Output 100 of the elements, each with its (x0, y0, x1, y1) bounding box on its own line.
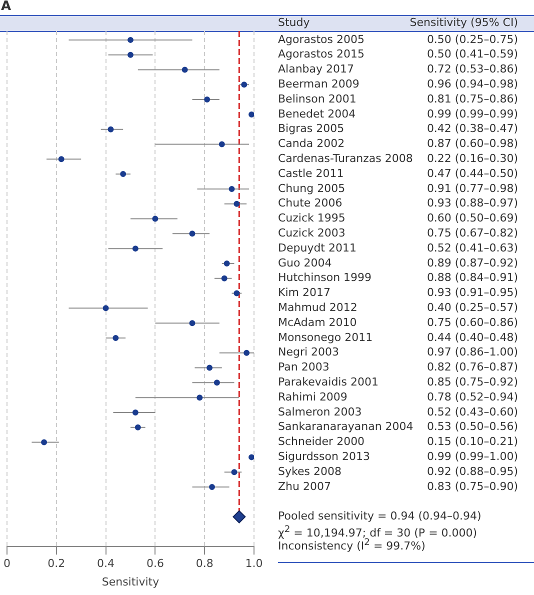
y-tick-label: McAdam 2010 (278, 316, 357, 329)
y-tick-label: Kim 2017 (278, 286, 330, 300)
y-tick-label: Belinson 2001 (278, 92, 356, 106)
point (218, 141, 225, 148)
y-tick-label: Bigras 2005 (278, 122, 344, 136)
y-tick-label: Depuydt 2011 (278, 241, 356, 254)
y-tick-label: Negri 2003 (278, 346, 340, 359)
data-label: 0.97 (0.86–1.00) (426, 346, 518, 359)
point (189, 230, 196, 237)
data-label: 0.50 (0.41–0.59) (426, 48, 518, 61)
y-tick-label: Sankaranarayanan 2004 (278, 420, 414, 434)
point (234, 290, 240, 296)
y-tick-label: Monsonego 2011 (278, 330, 373, 344)
point (102, 305, 109, 312)
y-tick-label: Sykes 2008 (278, 464, 342, 478)
data-label: 0.82 (0.76–0.87) (426, 360, 518, 374)
point (224, 260, 230, 266)
point (182, 66, 188, 73)
x-tick-label: 0.4 (97, 557, 115, 570)
data-label: 0.87 (0.60–0.98) (426, 137, 518, 150)
y-tick-label: Schneider 2000 (278, 435, 365, 448)
point (132, 246, 138, 252)
y-tick-label: Zhu 2007 (278, 480, 331, 493)
data-label: 0.47 (0.44–0.50) (426, 166, 518, 180)
y-tick-label: Chung 2005 (278, 182, 346, 195)
data-label: 0.83 (0.75–0.90) (426, 480, 518, 493)
y-tick-label: Canda 2002 (278, 137, 345, 150)
text: A (1, 0, 12, 14)
point (41, 439, 48, 446)
point (134, 424, 141, 430)
y-tick-label: Beerman 2009 (278, 78, 360, 91)
data-label: 0.75 (0.67–0.82) (426, 226, 518, 240)
point (244, 350, 250, 356)
point (232, 510, 246, 524)
point (248, 454, 254, 460)
data-label: 0.22 (0.16–0.30) (426, 152, 518, 166)
point (214, 380, 220, 386)
y-tick-label: Cuzick 1995 (278, 212, 346, 225)
point (234, 200, 240, 207)
y-tick-label: Agorastos 2005 (278, 32, 364, 46)
y-tick-label: Agorastos 2015 (278, 48, 364, 61)
y-tick-label: Cardenas-Turanzas 2008 (278, 152, 413, 166)
data-label: 0.42 (0.38–0.47) (426, 122, 518, 136)
point (132, 409, 138, 416)
y-tick-label: Benedet 2004 (278, 107, 356, 120)
x-axis-title: Sensitivity (102, 575, 160, 588)
point (112, 334, 119, 341)
data-label: 0.99 (0.99–0.99) (426, 107, 518, 120)
x-tick-label: 1.0 (245, 557, 263, 570)
y-tick-label: Alanbay 2017 (278, 62, 354, 76)
y-tick-label: Salmeron 2003 (278, 405, 362, 418)
data-label: 0.52 (0.41–0.63) (426, 241, 518, 254)
data-label: 0.44 (0.40–0.48) (426, 330, 518, 344)
point (196, 394, 203, 401)
data-label: 0.50 (0.25–0.75) (426, 32, 518, 46)
x-tick-label: 0 (4, 557, 10, 570)
point (128, 36, 134, 43)
data-label: 0.89 (0.87–0.92) (426, 256, 518, 270)
data-label: 0.72 (0.53–0.86) (426, 62, 518, 76)
y-tick-label: Mahmud 2012 (278, 301, 358, 314)
x-tick-label: 0.2 (48, 557, 66, 570)
y-tick-label: Hutchinson 1999 (278, 271, 372, 284)
point (58, 156, 64, 162)
data-label: 0.85 (0.75–0.92) (426, 376, 518, 389)
point (189, 320, 196, 326)
point (206, 364, 213, 371)
data-label: 0.60 (0.50–0.69) (426, 212, 518, 225)
data-label: 0.96 (0.94–0.98) (426, 78, 518, 91)
y-tick-label: Castle 2011 (278, 166, 344, 180)
point (152, 216, 158, 222)
data-label: 0.99 (0.99–1.00) (426, 450, 518, 464)
data-label: 0.15 (0.10–0.21) (426, 435, 518, 448)
y-tick-label: Guo 2004 (278, 256, 332, 270)
point (231, 469, 238, 476)
data-label: 0.75 (0.60–0.86) (426, 316, 518, 329)
data-label: 0.93 (0.91–0.95) (426, 286, 518, 300)
point (120, 171, 126, 178)
data-label: 0.81 (0.75–0.86) (426, 92, 518, 106)
point (128, 52, 134, 58)
point (228, 186, 235, 192)
data-label: 0.92 (0.88–0.95) (426, 464, 518, 478)
text: Sensitivity (95% CI) (410, 16, 518, 29)
x-tick-label: 0.6 (146, 557, 164, 570)
x-tick-label: 0.8 (196, 557, 214, 570)
data-label: 0.52 (0.43–0.60) (426, 405, 518, 418)
y-tick-label: Cuzick 2003 (278, 226, 346, 240)
y-tick-label: Pan 2003 (278, 360, 330, 374)
data-label: 0.78 (0.52–0.94) (426, 390, 518, 404)
y-tick-label: Rahimi 2009 (278, 390, 348, 404)
y-tick-label: Sigurdsson 2013 (278, 450, 370, 464)
y-tick-label: Chute 2006 (278, 196, 342, 210)
point (241, 82, 248, 88)
point (248, 111, 254, 118)
point (221, 275, 228, 282)
y-tick-label: Pooled sensitivity = 0.94 (0.94–0.94) (278, 510, 482, 523)
data-label: 0.40 (0.25–0.57) (426, 301, 518, 314)
text: Study (278, 16, 310, 29)
data-label: 0.91 (0.77–0.98) (426, 182, 518, 195)
data-label: 0.53 (0.50–0.56) (426, 420, 518, 434)
point (209, 484, 216, 490)
